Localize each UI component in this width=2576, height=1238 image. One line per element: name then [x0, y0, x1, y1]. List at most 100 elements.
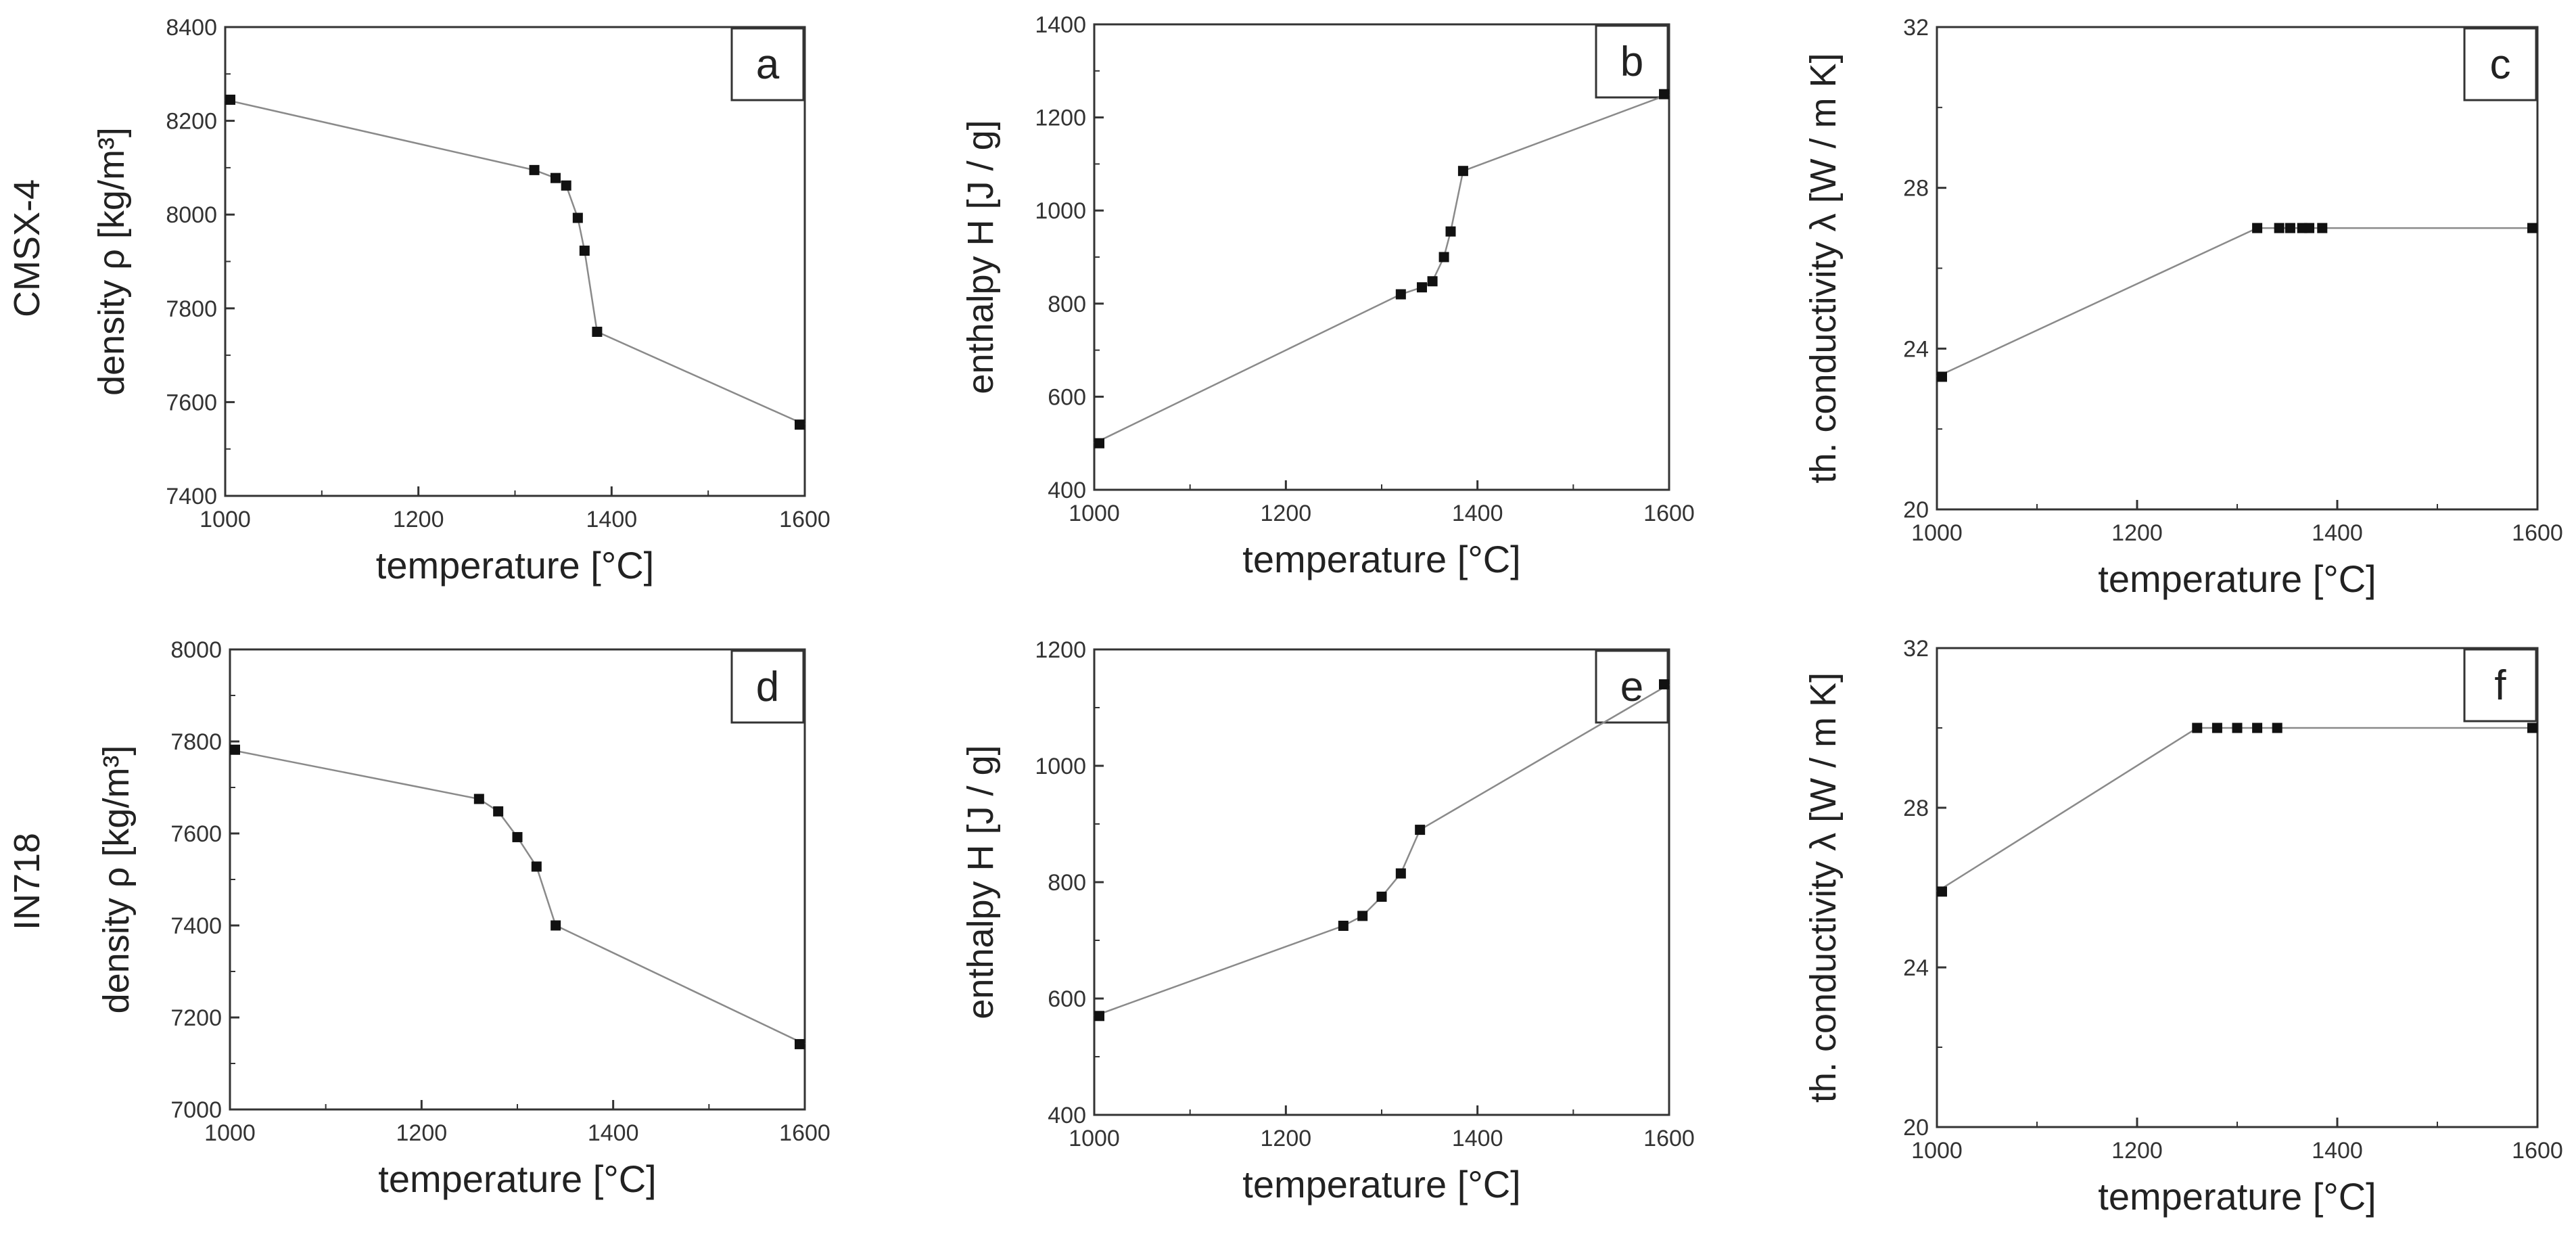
data-point	[550, 173, 561, 183]
plot-frame	[1093, 23, 1670, 491]
y-tick-label: 8200	[166, 109, 217, 135]
plot-frame	[1936, 647, 2539, 1128]
y-tick-label: 7200	[170, 1005, 222, 1031]
panel-label: e	[1620, 664, 1643, 710]
plot-frame	[224, 26, 806, 497]
y-tick-label: 1000	[1035, 198, 1086, 224]
y-tick-label: 24	[1903, 955, 1929, 981]
data-point	[225, 94, 235, 105]
y-axis-label: th. conductivity λ [W / m K]	[1803, 53, 1844, 483]
series-line	[1936, 227, 2537, 378]
chart-panel-a: 1000 1200 1400 1600 7400 7600 7800 8000 8200 8400…	[91, 15, 830, 587]
x-axis-label: temperature [°C]	[1242, 1163, 1520, 1206]
data-point	[1937, 371, 1947, 382]
x-axis-label: temperature [°C]	[1242, 538, 1520, 580]
data-point	[579, 246, 590, 256]
data-point	[473, 794, 484, 804]
y-tick-label: 400	[1048, 478, 1086, 503]
chart-panel-e: 1000 1200 1400 1600 400 600 800 1000 1200 tempera…	[960, 637, 1695, 1206]
x-tick-label: 1600	[1643, 501, 1695, 526]
data-point	[1427, 276, 1438, 287]
chart-panel-c: 1000 1200 1400 1600 20 24 28 32 temperature [°C]…	[1803, 15, 2563, 600]
data-point	[2304, 223, 2315, 233]
panel-label: d	[756, 664, 779, 710]
panel-label-box	[2463, 27, 2537, 101]
x-tick-label: 1200	[1261, 501, 1312, 526]
plot-frame	[1093, 648, 1670, 1116]
y-tick-label: 7600	[166, 390, 217, 415]
x-tick-label: 1400	[588, 1120, 639, 1146]
panel-label-box	[2463, 648, 2537, 723]
data-point	[2274, 223, 2285, 233]
y-tick-label: 1400	[1035, 12, 1086, 38]
y-tick-label: 7000	[170, 1097, 222, 1123]
y-tick-label: 32	[1903, 15, 1929, 41]
y-tick-label: 8400	[166, 15, 217, 41]
y-tick-label: 8000	[166, 202, 217, 228]
y-tick-label: 24	[1903, 336, 1929, 362]
data-point	[531, 861, 542, 872]
y-tick-label: 600	[1048, 986, 1086, 1012]
panel-label: a	[756, 41, 780, 88]
x-tick-label: 1000	[1069, 1126, 1120, 1151]
y-tick-label: 8000	[170, 637, 222, 663]
y-axis-label: enthalpy H [J / g]	[960, 120, 1001, 394]
data-point	[1457, 166, 1468, 177]
data-point	[2252, 223, 2263, 233]
x-tick-label: 1000	[1911, 1138, 1963, 1164]
data-point	[2285, 223, 2295, 233]
y-tick-label: 7800	[170, 729, 222, 755]
x-tick-label: 1000	[1069, 501, 1120, 526]
y-tick-label: 20	[1903, 1115, 1929, 1141]
panel-label: f	[2494, 662, 2506, 709]
x-axis-label: temperature [°C]	[2098, 1175, 2376, 1218]
y-tick-label: 28	[1903, 176, 1929, 202]
data-point	[2527, 723, 2537, 733]
x-axis-label: temperature [°C]	[376, 544, 654, 587]
data-point	[2192, 723, 2203, 733]
x-tick-label: 1600	[2512, 1138, 2563, 1164]
x-tick-label: 1400	[2312, 520, 2363, 546]
plot-frame	[229, 648, 806, 1111]
y-axis-label: density ρ [kg/m³]	[96, 746, 137, 1014]
chart-panel-f: 1000 1200 1400 1600 20 24 28 32 temperature [°C]…	[1803, 636, 2563, 1218]
data-point	[1659, 679, 1669, 690]
data-point	[1417, 282, 1427, 293]
panel-label: c	[2490, 41, 2511, 88]
data-point	[1445, 226, 1456, 237]
data-point	[551, 920, 561, 931]
row-label-in718: IN718	[7, 833, 47, 930]
data-point	[2272, 723, 2282, 733]
data-point	[1659, 89, 1669, 99]
data-point	[529, 164, 540, 175]
panel-label: b	[1620, 39, 1643, 85]
data-point	[2211, 723, 2222, 733]
x-tick-label: 1000	[204, 1120, 256, 1146]
data-point	[2232, 723, 2243, 733]
data-point	[592, 326, 603, 337]
x-tick-label: 1400	[1452, 1126, 1503, 1151]
row-label-cmsx4: CMSX-4	[7, 179, 47, 317]
data-point	[1395, 868, 1406, 879]
data-point	[1376, 892, 1387, 902]
x-tick-label: 1000	[200, 507, 251, 532]
data-point	[572, 212, 583, 223]
y-tick-label: 32	[1903, 636, 1929, 662]
data-point	[1338, 921, 1349, 931]
data-point	[1415, 825, 1426, 835]
data-point	[1094, 438, 1104, 449]
panel-label-box	[1595, 649, 1669, 724]
x-tick-label: 1400	[2312, 1138, 2363, 1164]
chart-panel-d: 1000 1200 1400 1600 7000 7200 7400 7600 7800 8000…	[96, 637, 830, 1200]
data-point	[1094, 1011, 1104, 1022]
x-tick-label: 1600	[1643, 1126, 1695, 1151]
y-tick-label: 600	[1048, 384, 1086, 410]
y-tick-label: 1000	[1035, 754, 1086, 779]
data-point	[230, 744, 240, 755]
data-point	[1357, 911, 1368, 921]
series-line	[229, 749, 805, 1045]
y-tick-label: 28	[1903, 796, 1929, 821]
x-axis-label: temperature [°C]	[2098, 557, 2376, 600]
x-tick-label: 1200	[1261, 1126, 1312, 1151]
